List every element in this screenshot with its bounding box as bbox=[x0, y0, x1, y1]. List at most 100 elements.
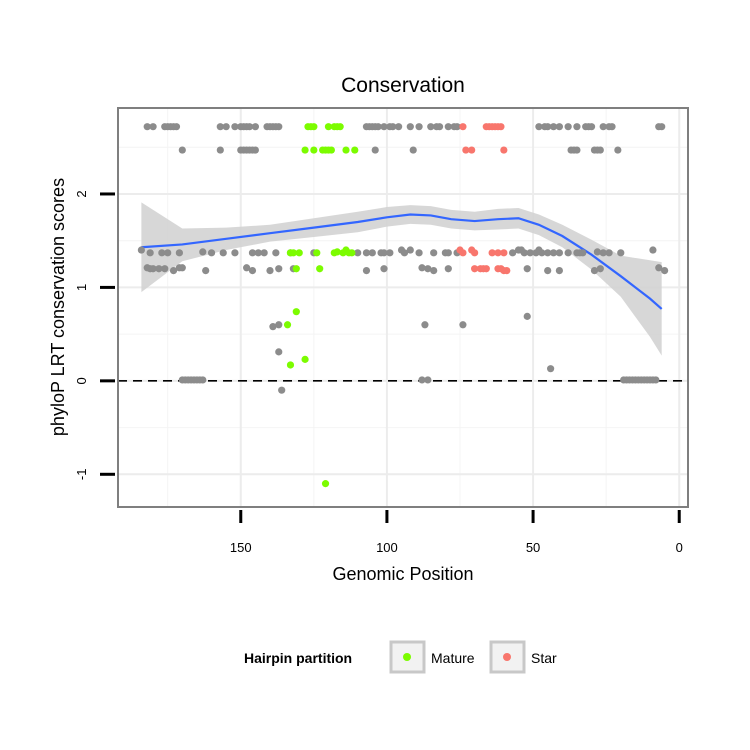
point-other bbox=[248, 249, 257, 257]
point-other bbox=[275, 265, 283, 273]
point-other bbox=[421, 321, 429, 329]
point-other bbox=[219, 249, 227, 257]
point-star bbox=[500, 146, 508, 154]
point-mature bbox=[324, 123, 333, 131]
point-other bbox=[389, 123, 397, 131]
point-mature bbox=[310, 146, 318, 154]
point-other bbox=[418, 376, 426, 384]
point-other bbox=[269, 323, 277, 331]
point-mature bbox=[292, 308, 300, 316]
point-other bbox=[649, 246, 657, 254]
x-tick-label: 0 bbox=[676, 540, 683, 555]
point-other bbox=[564, 249, 572, 257]
point-other bbox=[652, 376, 660, 384]
point-other bbox=[523, 312, 531, 320]
point-star bbox=[497, 123, 505, 131]
point-mature bbox=[342, 146, 350, 154]
point-other bbox=[231, 249, 239, 257]
point-other bbox=[608, 123, 616, 131]
point-other bbox=[444, 123, 452, 131]
point-mature bbox=[295, 249, 303, 257]
point-other bbox=[453, 123, 461, 131]
point-other bbox=[175, 249, 183, 257]
point-mature bbox=[313, 249, 321, 257]
point-mature bbox=[333, 248, 341, 256]
point-other bbox=[430, 249, 438, 257]
point-other bbox=[596, 146, 604, 154]
point-other bbox=[266, 266, 274, 275]
panel-background bbox=[118, 108, 688, 507]
point-other bbox=[207, 249, 216, 257]
point-mature bbox=[348, 249, 356, 257]
point-other bbox=[538, 249, 546, 257]
point-other bbox=[614, 146, 622, 154]
point-mature bbox=[292, 265, 300, 273]
point-other bbox=[251, 123, 259, 131]
point-other bbox=[354, 249, 362, 257]
axes: 150 100 50 0 -1 0 1 2 bbox=[74, 190, 683, 555]
point-other bbox=[430, 266, 438, 275]
legend-dot-mature bbox=[403, 653, 411, 661]
point-other bbox=[544, 266, 552, 275]
point-star bbox=[471, 249, 479, 257]
point-other bbox=[278, 386, 286, 394]
point-other bbox=[661, 266, 669, 275]
point-star bbox=[500, 249, 508, 257]
point-other bbox=[579, 249, 587, 257]
point-other bbox=[158, 249, 166, 257]
point-other bbox=[254, 249, 262, 257]
y-tick-label: 0 bbox=[74, 377, 89, 384]
point-other bbox=[272, 249, 280, 257]
point-other bbox=[216, 146, 224, 154]
point-other bbox=[178, 264, 186, 272]
y-tick-label: 1 bbox=[74, 284, 89, 291]
point-mature bbox=[316, 265, 324, 273]
point-other bbox=[599, 249, 607, 257]
point-other bbox=[275, 123, 283, 131]
point-star bbox=[459, 123, 467, 131]
smooth-line bbox=[141, 213, 663, 310]
point-other bbox=[275, 348, 283, 356]
point-other bbox=[406, 123, 414, 131]
y-tick-label: 2 bbox=[74, 190, 89, 197]
x-tick-label: 100 bbox=[376, 540, 398, 555]
point-other bbox=[617, 249, 625, 257]
point-other bbox=[155, 265, 163, 273]
point-other bbox=[149, 265, 157, 273]
point-other bbox=[444, 265, 452, 273]
point-other bbox=[549, 249, 558, 257]
x-tick-label: 50 bbox=[526, 540, 540, 555]
point-mature bbox=[301, 146, 309, 154]
point-mature bbox=[283, 321, 292, 329]
point-other bbox=[435, 123, 444, 131]
panel-border bbox=[117, 107, 689, 508]
point-other bbox=[605, 249, 613, 257]
point-star bbox=[494, 249, 502, 257]
point-star bbox=[462, 146, 470, 154]
point-other bbox=[146, 249, 154, 257]
point-other bbox=[596, 265, 604, 273]
point-other bbox=[251, 146, 259, 154]
point-star bbox=[482, 265, 490, 273]
point-mature bbox=[301, 355, 309, 363]
point-other bbox=[199, 248, 207, 256]
point-other bbox=[415, 249, 423, 257]
point-other bbox=[564, 123, 572, 131]
point-other bbox=[380, 265, 388, 273]
point-other bbox=[371, 146, 379, 154]
point-other bbox=[149, 123, 157, 131]
point-other bbox=[547, 365, 555, 373]
point-other bbox=[459, 321, 467, 329]
point-other bbox=[248, 266, 257, 275]
point-other bbox=[590, 266, 599, 275]
point-other bbox=[275, 321, 283, 329]
data-points bbox=[137, 123, 669, 488]
point-other bbox=[523, 265, 531, 273]
point-other bbox=[137, 246, 145, 254]
point-other bbox=[231, 123, 239, 131]
chart-title: Conservation bbox=[341, 74, 465, 97]
point-other bbox=[395, 123, 403, 131]
point-other bbox=[178, 146, 186, 154]
point-star bbox=[468, 146, 476, 154]
point-other bbox=[424, 376, 432, 384]
